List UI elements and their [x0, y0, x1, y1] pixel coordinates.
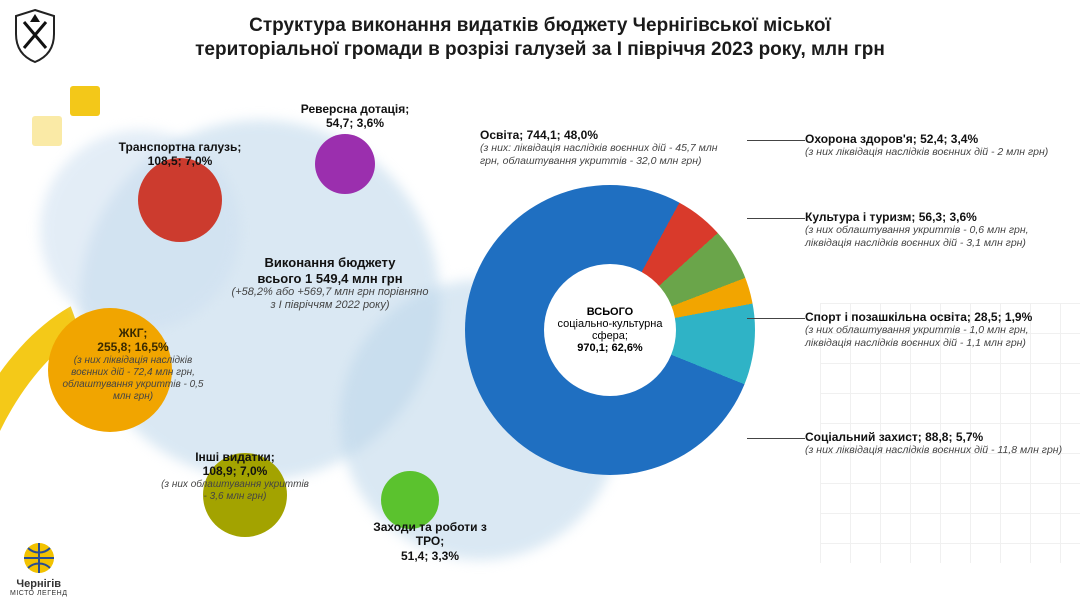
- bubble-label-reverse: Реверсна дотація;54,7; 3,6%: [290, 102, 420, 131]
- budget-total: всього 1 549,4 млн грн: [230, 271, 430, 287]
- leader-line: [747, 438, 805, 439]
- slice-label-health: Охорона здоров'я; 52,4; 3,4%(з них лікві…: [805, 132, 1065, 159]
- bubble-label-transport: Транспортна галузь;108,5; 7,0%: [105, 140, 255, 169]
- slice-label-culture: Культура і туризм; 56,3; 3,6%(з них обла…: [805, 210, 1065, 250]
- slice-label-education: Освіта; 744,1; 48,0%(з них: ліквідація н…: [480, 128, 720, 168]
- bubble-label-other: Інші видатки;108,9; 7,0%(з них облаштува…: [160, 450, 310, 503]
- budget-label: Виконання бюджету: [230, 255, 430, 271]
- slice-label-social: Соціальний захист; 88,8; 5,7%(з них лікв…: [805, 430, 1065, 457]
- accent-square: [70, 86, 100, 116]
- bubble-label-tro: Заходи та роботи з ТРО;51,4; 3,3%: [370, 520, 490, 563]
- city-tagline: МІСТО ЛЕГЕНД: [10, 590, 67, 597]
- bubble-transport: [138, 158, 222, 242]
- title-line-2: територіальної громади в розрізі галузей…: [0, 38, 1080, 62]
- city-name: Чернігів: [10, 578, 67, 590]
- accent-square: [32, 116, 62, 146]
- leader-line: [747, 218, 805, 219]
- city-logo: Чернігів МІСТО ЛЕГЕНД: [10, 541, 67, 597]
- leader-line: [747, 140, 805, 141]
- globe-icon: [22, 541, 56, 575]
- page-title: Структура виконання видатків бюджету Чер…: [0, 14, 1080, 62]
- leader-line: [747, 318, 805, 319]
- donut-center: ВСЬОГОсоціально-культурна сфера;970,1; 6…: [544, 264, 676, 396]
- title-line-1: Структура виконання видатків бюджету Чер…: [0, 14, 1080, 38]
- coat-of-arms-icon: [12, 8, 58, 64]
- bubble-reverse: [315, 134, 375, 194]
- budget-sub: (+58,2% або +569,7 млн грн порівняно з І…: [230, 286, 430, 312]
- bubble-label-zhkg: ЖКГ;255,8; 16,5%(з них ліквідація наслід…: [58, 326, 208, 403]
- budget-total-block: Виконання бюджету всього 1 549,4 млн грн…: [230, 255, 430, 313]
- slice-label-sport: Спорт і позашкільна освіта; 28,5; 1,9%(з…: [805, 310, 1065, 350]
